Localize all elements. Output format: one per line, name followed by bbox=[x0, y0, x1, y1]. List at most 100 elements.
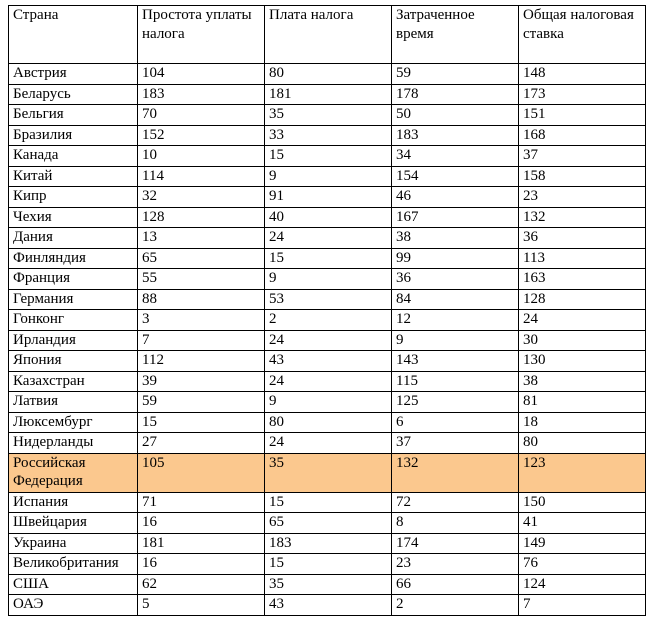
country-cell: ОАЭ bbox=[8, 594, 138, 616]
value-cell: 178 bbox=[391, 83, 519, 105]
value-cell: 35 bbox=[264, 573, 392, 595]
value-cell: 66 bbox=[391, 573, 519, 595]
value-cell: 158 bbox=[518, 165, 646, 187]
value-cell: 16 bbox=[137, 553, 265, 575]
value-cell: 24 bbox=[518, 309, 646, 331]
country-cell: Бельгия bbox=[8, 104, 138, 126]
value-cell: 91 bbox=[264, 186, 392, 208]
value-cell: 113 bbox=[518, 247, 646, 269]
table-row: Франция 55 9 36 163 bbox=[8, 268, 646, 290]
value-cell: 154 bbox=[391, 165, 519, 187]
value-cell: 128 bbox=[137, 206, 265, 228]
value-cell: 24 bbox=[264, 432, 392, 454]
country-cell: США bbox=[8, 573, 138, 595]
table-row: Кипр 32 91 46 23 bbox=[8, 186, 646, 208]
country-cell: Ирландия bbox=[8, 329, 138, 351]
table-body: Австрия 104 80 59 148 Беларусь 183 181 178 173 Бел… bbox=[8, 63, 646, 616]
column-header: Плата налога bbox=[264, 5, 392, 64]
value-cell: 114 bbox=[137, 165, 265, 187]
value-cell: 18 bbox=[518, 411, 646, 433]
value-cell: 125 bbox=[391, 391, 519, 413]
table-row: Канада 10 15 34 37 bbox=[8, 145, 646, 167]
header-row: Страна Простота уплаты налога Плата налога… bbox=[8, 5, 646, 64]
country-cell: Беларусь bbox=[8, 83, 138, 105]
value-cell: 50 bbox=[391, 104, 519, 126]
value-cell: 15 bbox=[264, 553, 392, 575]
table-row: Гонконг 3 2 12 24 bbox=[8, 309, 646, 331]
value-cell: 123 bbox=[518, 452, 646, 493]
country-cell: Испания bbox=[8, 491, 138, 513]
table-row: Великобритания 16 15 23 76 bbox=[8, 553, 646, 575]
table-row: Российская Федерация 105 35 132 123 bbox=[8, 452, 646, 493]
value-cell: 152 bbox=[137, 124, 265, 146]
value-cell: 72 bbox=[391, 491, 519, 513]
country-cell: Австрия bbox=[8, 63, 138, 85]
value-cell: 43 bbox=[264, 350, 392, 372]
column-header: Затраченное время bbox=[391, 5, 519, 64]
value-cell: 12 bbox=[391, 309, 519, 331]
table-row: Ирландия 7 24 9 30 bbox=[8, 329, 646, 351]
value-cell: 115 bbox=[391, 370, 519, 392]
value-cell: 183 bbox=[391, 124, 519, 146]
country-cell: Китай bbox=[8, 165, 138, 187]
country-cell: Нидерланды bbox=[8, 432, 138, 454]
value-cell: 46 bbox=[391, 186, 519, 208]
value-cell: 15 bbox=[264, 145, 392, 167]
value-cell: 62 bbox=[137, 573, 265, 595]
country-cell: Украина bbox=[8, 532, 138, 554]
value-cell: 168 bbox=[518, 124, 646, 146]
value-cell: 43 bbox=[264, 594, 392, 616]
value-cell: 55 bbox=[137, 268, 265, 290]
value-cell: 143 bbox=[391, 350, 519, 372]
table-row: Украина 181 183 174 149 bbox=[8, 532, 646, 554]
value-cell: 3 bbox=[137, 309, 265, 331]
value-cell: 181 bbox=[137, 532, 265, 554]
value-cell: 7 bbox=[518, 594, 646, 616]
value-cell: 15 bbox=[264, 491, 392, 513]
table-row: Нидерланды 27 24 37 80 bbox=[8, 432, 646, 454]
value-cell: 148 bbox=[518, 63, 646, 85]
value-cell: 8 bbox=[391, 512, 519, 534]
value-cell: 23 bbox=[391, 553, 519, 575]
table-row: Бельгия 70 35 50 151 bbox=[8, 104, 646, 126]
country-cell: Дания bbox=[8, 227, 138, 249]
value-cell: 35 bbox=[264, 452, 392, 493]
country-cell: Казахстран bbox=[8, 370, 138, 392]
table-row: США 62 35 66 124 bbox=[8, 573, 646, 595]
value-cell: 181 bbox=[264, 83, 392, 105]
value-cell: 13 bbox=[137, 227, 265, 249]
country-cell: Канада bbox=[8, 145, 138, 167]
value-cell: 70 bbox=[137, 104, 265, 126]
value-cell: 76 bbox=[518, 553, 646, 575]
table-row: Казахстран 39 24 115 38 bbox=[8, 370, 646, 392]
value-cell: 59 bbox=[391, 63, 519, 85]
value-cell: 105 bbox=[137, 452, 265, 493]
value-cell: 24 bbox=[264, 329, 392, 351]
country-cell: Кипр bbox=[8, 186, 138, 208]
table-row: Германия 88 53 84 128 bbox=[8, 288, 646, 310]
tax-comparison-table: Страна Простота уплаты налога Плата налога… bbox=[8, 5, 646, 616]
value-cell: 150 bbox=[518, 491, 646, 513]
value-cell: 124 bbox=[518, 573, 646, 595]
column-header: Страна bbox=[8, 5, 138, 64]
value-cell: 99 bbox=[391, 247, 519, 269]
table-row: Япония 112 43 143 130 bbox=[8, 350, 646, 372]
value-cell: 9 bbox=[264, 268, 392, 290]
country-cell: Финляндия bbox=[8, 247, 138, 269]
value-cell: 80 bbox=[264, 63, 392, 85]
value-cell: 37 bbox=[518, 145, 646, 167]
value-cell: 84 bbox=[391, 288, 519, 310]
value-cell: 6 bbox=[391, 411, 519, 433]
value-cell: 104 bbox=[137, 63, 265, 85]
value-cell: 38 bbox=[518, 370, 646, 392]
value-cell: 128 bbox=[518, 288, 646, 310]
table-row: Люксембург 15 80 6 18 bbox=[8, 411, 646, 433]
value-cell: 173 bbox=[518, 83, 646, 105]
value-cell: 112 bbox=[137, 350, 265, 372]
value-cell: 30 bbox=[518, 329, 646, 351]
value-cell: 36 bbox=[391, 268, 519, 290]
value-cell: 80 bbox=[264, 411, 392, 433]
value-cell: 9 bbox=[391, 329, 519, 351]
country-cell: Чехия bbox=[8, 206, 138, 228]
value-cell: 65 bbox=[137, 247, 265, 269]
